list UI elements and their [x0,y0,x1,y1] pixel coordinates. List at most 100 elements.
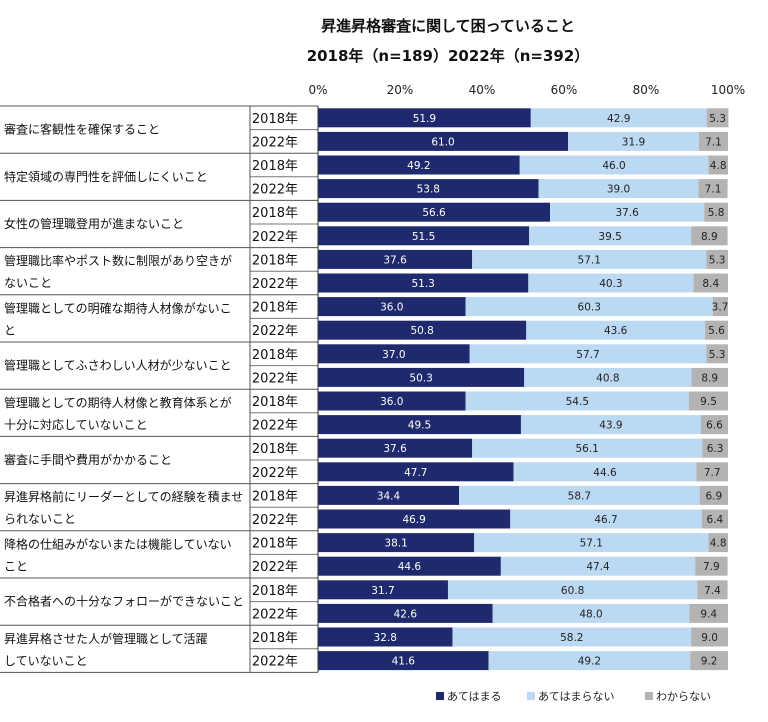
data-label: 5.3 [709,113,726,125]
category-label: 管理職としてふさわしい人材が少ないこと [4,358,232,373]
bar-segment [696,462,728,482]
bar-segment [690,651,728,671]
data-label: 38.1 [384,538,407,550]
data-label: 46.9 [402,514,425,526]
data-label: 53.8 [417,184,440,196]
category-label: 女性の管理職登用が進まないこと [4,216,184,231]
category-label: られないこと [4,512,76,526]
bar-segment [318,320,527,340]
category-label: 十分に対応していないこと [4,418,148,432]
bar-segment [538,179,699,199]
bar-segment [700,415,728,435]
bar-segment [318,485,460,505]
bar-segment [695,556,728,576]
bar-segment [689,391,728,411]
chart-title: 昇進昇格審査に関して困っていること [321,17,575,35]
data-label: 49.2 [407,160,430,172]
data-label: 56.6 [422,207,446,219]
bar-segment [550,202,705,222]
bar-segment [318,415,521,435]
data-label: 9.4 [700,608,717,620]
category-group: 管理職としてふさわしい人材が少ないこと 2018年 37.0 57.7 5.3 2022年… [0,341,728,387]
legend-label: わからない [656,690,711,703]
bar-segment [318,297,466,317]
bar-segment [705,320,728,340]
data-label: 7.7 [704,467,721,479]
bar-segment [472,438,703,458]
data-label: 5.3 [709,349,726,361]
category-label: 不合格者への十分なフォローができないこと [4,594,244,609]
data-label: 51.5 [412,231,435,243]
year-label: 2018年 [252,206,298,221]
data-label: 36.0 [380,302,403,314]
category-label: 特定領域の専門性を評価しにくいこと [4,169,208,184]
year-label: 2022年 [252,183,298,198]
bar-segment [706,108,729,128]
category-group: 女性の管理職登用が進まないこと 2018年 56.6 37.6 5.8 2022年 51.5… [0,199,728,246]
category-label: 審査に客観性を確保すること [4,122,160,137]
year-label: 2022年 [252,230,298,245]
year-label: 2018年 [252,489,298,504]
bar-segment [691,627,728,647]
bar-segment [706,344,728,364]
legend: あてはまる あてはまらない わからない [436,690,711,703]
data-label: 8.9 [701,231,718,243]
bar-segment [318,273,529,293]
bar-segment [568,131,699,151]
category-label: こと [4,559,28,573]
bar-segment [691,226,728,246]
bar-segment [318,603,493,623]
data-label: 5.6 [708,325,725,337]
bar-segment [691,367,728,387]
data-label: 42.9 [607,113,630,125]
legend-label: あてはまる [447,690,502,703]
bar-segment [474,533,709,553]
bar-segment [318,627,453,647]
category-group: 不合格者への十分なフォローができないこと 2018年 31.7 60.8 7.4 2022… [0,577,728,623]
data-label: 34.4 [377,490,401,502]
bar-segment [318,367,525,387]
data-label: 57.7 [576,349,599,361]
category-group: 審査に客観性を確保すること 2018年 51.9 42.9 5.3 2022年 61.0 31… [0,105,729,151]
data-label: 5.3 [709,254,726,266]
data-label: 8.4 [702,278,719,290]
data-label: 6.4 [707,514,724,526]
year-label: 2018年 [252,159,298,174]
bar-segment [510,509,702,529]
data-label: 42.6 [394,608,418,620]
data-label: 36.0 [380,396,403,408]
bar-segment [318,179,539,199]
year-label: 2018年 [252,395,298,410]
year-label: 2018年 [252,584,298,599]
year-label: 2018年 [252,348,298,363]
data-label: 9.0 [701,632,718,644]
data-label: 39.0 [607,184,630,196]
data-label: 7.4 [704,585,721,597]
category-label: 審査に手間や費用がかかること [4,452,172,467]
legend-swatch [527,692,535,700]
data-label: 41.6 [392,656,416,668]
bar-segment [318,580,448,600]
year-label: 2022年 [252,419,298,434]
category-label: と [4,323,16,337]
data-label: 43.6 [604,325,628,337]
x-tick-label: 20% [387,83,414,97]
data-label: 49.5 [408,420,431,432]
bar-segment [469,344,707,364]
data-label: 51.9 [413,113,436,125]
chart-subtitle: 2018年（n=189）2022年（n=392） [307,47,590,65]
data-label: 32.8 [374,632,397,644]
bar-segment [472,249,707,269]
bar-segment [513,462,697,482]
x-tick-label: 60% [551,83,578,97]
data-label: 31.9 [622,136,645,148]
bar-segment [318,249,473,269]
x-tick-label: 100% [711,83,745,97]
x-tick-label: 40% [469,83,496,97]
data-label: 51.3 [411,278,434,290]
data-label: 40.8 [596,372,619,384]
bar-segment [318,226,530,246]
